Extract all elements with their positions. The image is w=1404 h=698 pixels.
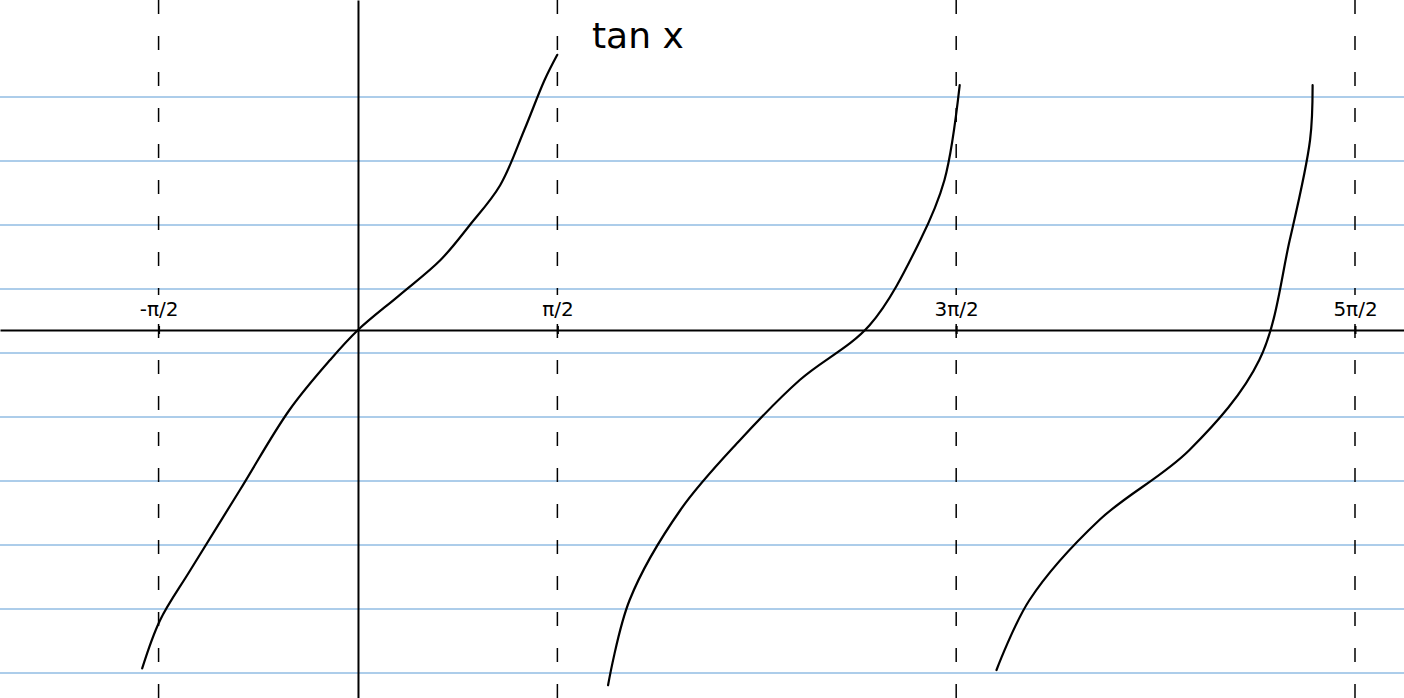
x-tick: 5π/2 (1330, 295, 1380, 334)
tan-branch (997, 85, 1313, 670)
x-tick: π/2 (539, 295, 577, 334)
ruled-line (0, 673, 1404, 674)
grid-line (158, 0, 160, 698)
x-axis-line (1, 330, 1404, 332)
tick-label: 3π/2 (935, 297, 979, 321)
ruled-line (0, 417, 1404, 418)
label-background (932, 295, 982, 323)
x-axis: -π/2 π/2 3π/2 5π/2 (1, 295, 1404, 334)
x-tick: -π/2 (137, 295, 182, 334)
ruled-line (0, 97, 1404, 98)
tick-mark (557, 326, 559, 334)
title: tan x (592, 15, 684, 56)
label-background (137, 295, 182, 323)
y-axis-line (357, 1, 359, 698)
ruled-line (0, 609, 1404, 610)
y-axis (358, 1, 359, 698)
ruled-line (0, 161, 1404, 162)
tan-branch (608, 85, 960, 685)
tan-branch (142, 55, 557, 669)
grid-line (557, 0, 559, 698)
chart: -π/2 π/2 3π/2 5π/2 tan x (0, 0, 1404, 698)
x-tick: 3π/2 (932, 295, 982, 334)
ruled-line (0, 289, 1404, 290)
ruled-line (0, 225, 1404, 226)
grid-line (1354, 0, 1356, 698)
notebook-lines (0, 97, 1404, 673)
grid (159, 0, 1355, 698)
tick-label: 5π/2 (1333, 297, 1377, 321)
tick-mark (1354, 326, 1356, 334)
ruled-line (0, 353, 1404, 354)
tick-label: -π/2 (140, 297, 179, 321)
label-background (1330, 295, 1380, 323)
label-background (539, 295, 577, 323)
ruled-line (0, 545, 1404, 546)
tick-mark (956, 326, 958, 334)
tick-mark (158, 326, 160, 334)
plot-area (142, 55, 1312, 685)
tick-label: π/2 (542, 297, 574, 321)
